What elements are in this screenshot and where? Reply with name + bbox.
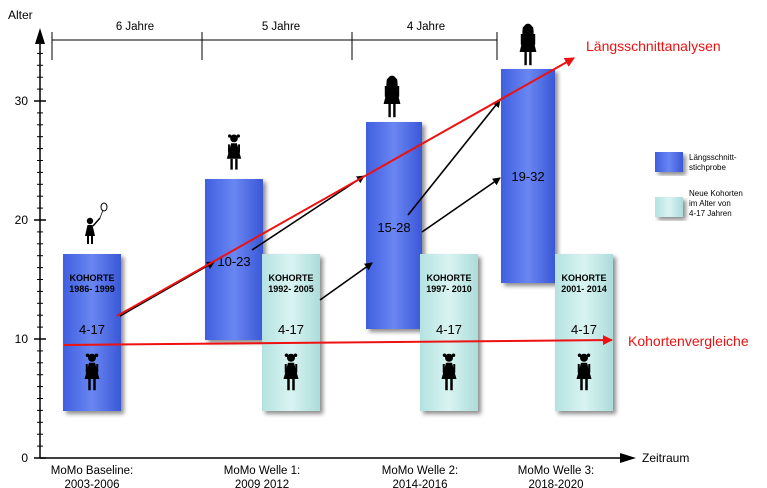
y-tick-label: 20 — [15, 213, 29, 227]
follow-arrow — [319, 262, 373, 301]
legend-text: 4-17 Jahren — [689, 209, 732, 218]
cohort-age: 4-17 — [79, 322, 105, 337]
cohort-years: 1992- 2005 — [268, 284, 314, 294]
cohort-title: KOHORTE — [269, 273, 314, 283]
longitudinal-bar-wave2 — [366, 122, 422, 329]
wave-label: MoMo Welle 2: — [382, 465, 458, 477]
cohort-bar-baseline — [63, 254, 121, 411]
legend-swatch-light — [655, 197, 683, 217]
figures — [84, 23, 592, 391]
follow-arrow — [421, 177, 501, 233]
legend-text: Neue Kohorten — [689, 189, 743, 198]
cohort-age: 4-17 — [436, 322, 462, 337]
axes: 0 10 20 30 Alter Zeitraum — [8, 8, 689, 465]
cohort-age: 4-17 — [278, 322, 304, 337]
bar-labels: KOHORTE 1986- 1999 4-17 KOHORTE 1992- 20… — [69, 169, 607, 337]
x-axis-label: Zeitraum — [642, 451, 689, 465]
y-minor-ticks — [37, 52, 43, 447]
cohort-bar-wave1 — [262, 254, 320, 411]
longitudinal-age: 15-28 — [377, 220, 410, 235]
longitudinal-age: 19-32 — [511, 169, 544, 184]
woman-icon — [519, 23, 537, 66]
period-label: 6 Jahre — [116, 21, 154, 33]
legend-swatch-dark — [655, 152, 683, 172]
kohorten-label: Kohortenvergleiche — [628, 333, 749, 349]
legend-text: Längsschnitt- — [689, 153, 737, 162]
wave-label: MoMo Welle 3: — [518, 465, 594, 477]
cohort-title: KOHORTE — [427, 273, 472, 283]
period-label: 4 Jahre — [407, 21, 445, 33]
legend-text: im Alter von — [689, 199, 731, 208]
y-axis-label: Alter — [8, 8, 33, 22]
laengsschnitt-arrow — [116, 57, 575, 317]
legend: Längsschnitt- stichprobe Neue Kohorten i… — [655, 152, 743, 218]
kohorten-arrow — [63, 335, 613, 346]
longitudinal-age: 10-23 — [217, 254, 250, 269]
cohort-bar-wave3 — [555, 254, 613, 411]
legend-text: stichprobe — [689, 163, 726, 172]
bars — [63, 69, 613, 411]
longitudinal-bar-wave3 — [501, 69, 555, 283]
girl-icon — [226, 134, 242, 170]
laengsschnitt-label: Längsschnittanalysen — [586, 38, 721, 54]
y-tick-label: 10 — [15, 332, 29, 346]
longitudinal-bar-wave1 — [205, 179, 263, 340]
y-axis-arrow-icon — [35, 28, 45, 44]
wave-label: MoMo Baseline: — [51, 465, 133, 477]
wave-years: 2018-2020 — [529, 479, 584, 488]
wave-years: 2014-2016 — [393, 479, 448, 488]
y-tick-label: 30 — [15, 94, 29, 108]
cohort-title: KOHORTE — [562, 273, 607, 283]
cohort-age: 4-17 — [571, 322, 597, 337]
cohort-years: 2001- 2014 — [561, 284, 607, 294]
analysis-arrows: Längsschnittanalysen Kohortenvergleiche — [63, 38, 749, 349]
cohort-years: 1997- 2010 — [426, 284, 472, 294]
period-label: 5 Jahre — [262, 21, 300, 33]
wave-years: 2003-2006 — [65, 479, 120, 488]
follow-arrow — [251, 175, 365, 251]
cohort-years: 1986- 1999 — [69, 284, 115, 294]
x-axis-arrow-icon — [620, 453, 636, 463]
woman-icon — [383, 75, 401, 118]
child-with-balloon-icon — [85, 202, 108, 244]
wave-years: 2009 2012 — [235, 479, 289, 488]
follow-arrow — [407, 99, 501, 216]
period-brackets: 6 Jahre 5 Jahre 4 Jahre — [51, 21, 498, 60]
cohort-title: KOHORTE — [70, 273, 115, 283]
y-tick-label: 0 — [21, 451, 28, 465]
cohort-bar-wave2 — [420, 254, 478, 411]
wave-labels: MoMo Baseline: 2003-2006 MoMo Welle 1: 2… — [51, 465, 594, 488]
wave-label: MoMo Welle 1: — [224, 465, 300, 477]
